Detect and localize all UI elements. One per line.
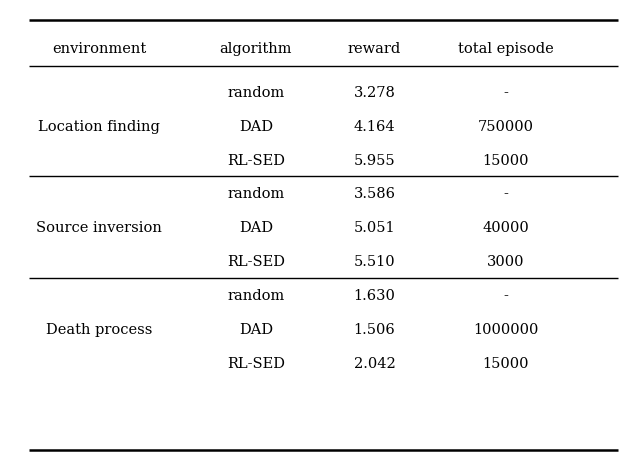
Text: random: random <box>227 86 285 100</box>
Text: 2.042: 2.042 <box>353 356 396 370</box>
Text: 4.164: 4.164 <box>353 119 396 133</box>
Text: -: - <box>503 288 508 302</box>
Text: -: - <box>503 187 508 201</box>
Text: DAD: DAD <box>239 119 273 133</box>
Text: DAD: DAD <box>239 221 273 235</box>
Text: 750000: 750000 <box>477 119 534 133</box>
Text: 3000: 3000 <box>487 255 524 269</box>
Text: total episode: total episode <box>458 42 554 56</box>
Text: RL-SED: RL-SED <box>227 153 285 167</box>
Text: 5.051: 5.051 <box>353 221 396 235</box>
Text: 15000: 15000 <box>483 153 529 167</box>
Text: 3.586: 3.586 <box>353 187 396 201</box>
Text: reward: reward <box>348 42 401 56</box>
Text: Death process: Death process <box>46 322 152 336</box>
Text: 40000: 40000 <box>482 221 529 235</box>
Text: 1.506: 1.506 <box>353 322 396 336</box>
Text: algorithm: algorithm <box>220 42 292 56</box>
Text: Source inversion: Source inversion <box>36 221 162 235</box>
Text: RL-SED: RL-SED <box>227 356 285 370</box>
Text: 3.278: 3.278 <box>353 86 396 100</box>
Text: random: random <box>227 187 285 201</box>
Text: 5.955: 5.955 <box>353 153 396 167</box>
Text: 1.630: 1.630 <box>353 288 396 302</box>
Text: RL-SED: RL-SED <box>227 255 285 269</box>
Text: random: random <box>227 288 285 302</box>
Text: -: - <box>503 86 508 100</box>
Text: 1000000: 1000000 <box>473 322 538 336</box>
Text: DAD: DAD <box>239 322 273 336</box>
Text: 15000: 15000 <box>483 356 529 370</box>
Text: Location finding: Location finding <box>38 119 160 133</box>
Text: 5.510: 5.510 <box>353 255 396 269</box>
Text: environment: environment <box>52 42 147 56</box>
